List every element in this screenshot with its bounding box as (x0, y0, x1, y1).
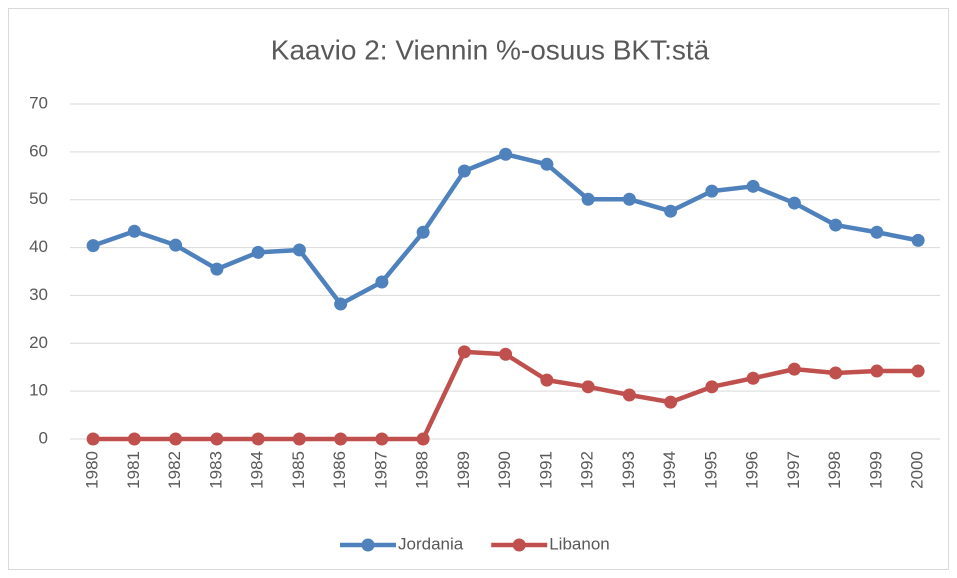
x-tick-label: 1998 (825, 451, 844, 489)
data-point (911, 233, 925, 247)
data-point (664, 204, 678, 218)
data-point (292, 243, 306, 257)
x-tick-label: 1992 (578, 451, 597, 489)
data-point (334, 432, 348, 446)
data-point (169, 238, 183, 252)
data-point (210, 262, 224, 276)
data-point (169, 432, 183, 446)
y-tick-label: 20 (29, 333, 48, 352)
data-point (127, 432, 141, 446)
data-point (581, 192, 595, 206)
x-tick-label: 1995 (701, 451, 720, 489)
data-point (540, 373, 554, 387)
y-tick-label: 60 (29, 141, 48, 160)
x-tick-label: 1988 (413, 451, 432, 489)
data-point (416, 432, 430, 446)
y-tick-label: 40 (29, 237, 48, 256)
x-tick-label: 1994 (660, 451, 679, 489)
legend-marker (361, 538, 375, 552)
x-tick-label: 2000 (908, 451, 927, 489)
data-point (540, 157, 554, 171)
data-point (292, 432, 306, 446)
x-tick-label: 1983 (206, 451, 225, 489)
legend-marker (512, 538, 526, 552)
data-point (746, 179, 760, 193)
data-point (251, 432, 265, 446)
data-point (375, 275, 389, 289)
data-point (334, 297, 348, 311)
data-point (746, 371, 760, 385)
data-point (787, 196, 801, 210)
x-tick-label: 1993 (619, 451, 638, 489)
data-point (499, 147, 513, 161)
data-point (457, 164, 471, 178)
x-tick-label: 1981 (124, 451, 143, 489)
x-tick-label: 1991 (536, 451, 555, 489)
data-point (787, 362, 801, 376)
data-point (911, 364, 925, 378)
legend-label: Libanon (549, 534, 610, 553)
data-point (829, 218, 843, 232)
y-tick-label: 70 (29, 93, 48, 112)
data-point (86, 432, 100, 446)
x-tick-label: 1990 (495, 451, 514, 489)
x-tick-label: 1986 (330, 451, 349, 489)
data-point (251, 245, 265, 259)
x-tick-label: 1982 (165, 451, 184, 489)
x-tick-label: 1985 (289, 451, 308, 489)
data-point (416, 225, 430, 239)
data-point (210, 432, 224, 446)
x-tick-label: 1989 (454, 451, 473, 489)
data-point (457, 345, 471, 359)
x-tick-label: 1997 (784, 451, 803, 489)
x-tick-label: 1999 (866, 451, 885, 489)
y-tick-label: 50 (29, 189, 48, 208)
y-tick-label: 10 (29, 381, 48, 400)
data-point (705, 184, 719, 198)
data-point (705, 380, 719, 394)
legend-label: Jordania (398, 534, 464, 553)
x-tick-label: 1996 (743, 451, 762, 489)
data-point (622, 192, 636, 206)
data-point (664, 395, 678, 409)
y-tick-label: 30 (29, 285, 48, 304)
data-point (86, 239, 100, 253)
data-point (375, 432, 389, 446)
chart-border (8, 8, 949, 570)
x-tick-label: 1980 (83, 451, 102, 489)
data-point (829, 366, 843, 380)
data-point (127, 224, 141, 238)
data-point (581, 380, 595, 394)
x-tick-label: 1987 (371, 451, 390, 489)
chart-title: Kaavio 2: Viennin %-osuus BKT:stä (271, 34, 710, 65)
data-point (499, 347, 513, 361)
data-point (870, 225, 884, 239)
data-point (622, 388, 636, 402)
x-tick-label: 1984 (248, 451, 267, 489)
y-tick-label: 0 (39, 428, 48, 447)
data-point (870, 364, 884, 378)
